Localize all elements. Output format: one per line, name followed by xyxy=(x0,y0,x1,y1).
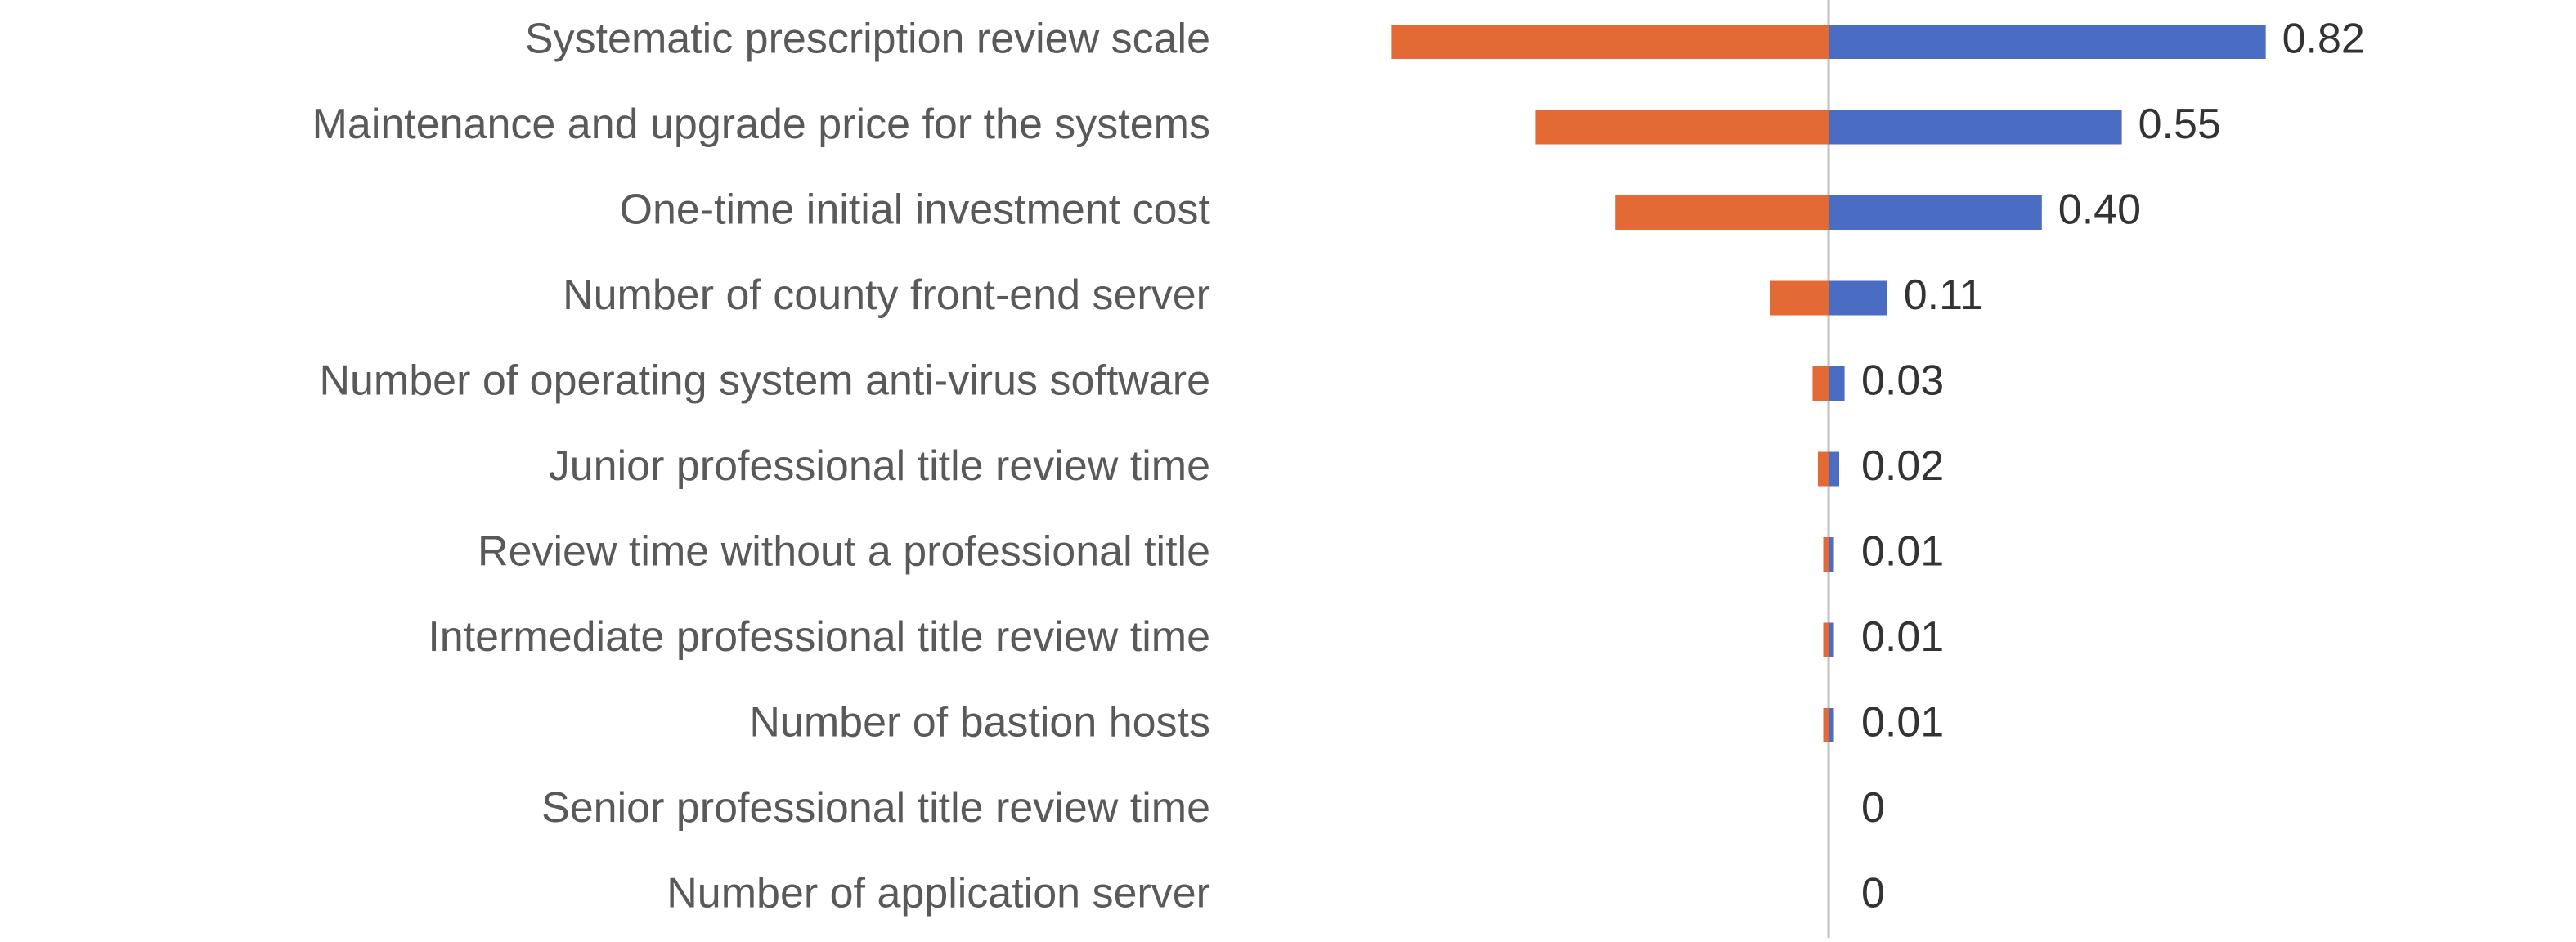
value-label: 0.11 xyxy=(1904,271,1983,319)
bar-negative xyxy=(1812,366,1829,401)
bar-positive xyxy=(1829,25,2266,59)
value-label: 0.02 xyxy=(1861,442,1944,490)
category-label: Number of bastion hosts xyxy=(749,699,1210,747)
bar-positive xyxy=(1829,110,2122,145)
bar-negative xyxy=(1823,708,1829,742)
bars-layer xyxy=(1391,25,2266,742)
bar-negative xyxy=(1391,25,1829,59)
value-label: 0 xyxy=(1861,870,1885,917)
category-label: Intermediate professional title review t… xyxy=(428,613,1210,661)
category-label: Review time without a professional title xyxy=(478,528,1210,576)
bar-negative xyxy=(1817,451,1829,487)
value-label: 0.03 xyxy=(1861,357,1944,405)
category-label: Number of application server xyxy=(666,870,1210,917)
category-label: One-time initial investment cost xyxy=(620,186,1211,234)
bar-negative xyxy=(1615,195,1829,230)
bar-positive xyxy=(1829,622,1834,657)
bar-negative xyxy=(1823,622,1829,657)
value-label: 0.40 xyxy=(2058,186,2141,234)
category-label: Maintenance and upgrade price for the sy… xyxy=(312,101,1210,148)
category-label: Senior professional title review time xyxy=(541,784,1210,832)
category-label: Number of county front-end server xyxy=(563,271,1210,319)
value-label: 0.01 xyxy=(1861,613,1944,661)
category-label: Systematic prescription review scale xyxy=(525,16,1210,63)
category-labels: Systematic prescription review scale Main… xyxy=(312,16,1211,917)
bar-negative xyxy=(1823,537,1829,572)
bar-positive xyxy=(1829,537,1834,572)
bar-negative xyxy=(1535,110,1829,145)
bar-positive xyxy=(1829,366,1845,401)
value-label: 0 xyxy=(1861,784,1885,832)
bar-positive xyxy=(1829,195,2042,230)
bar-positive xyxy=(1829,280,1887,316)
bar-negative xyxy=(1770,280,1829,316)
value-labels: 0.82 0.55 0.40 0.11 0.03 0.02 0.01 0.01 0.01 0 0 xyxy=(1861,16,2365,917)
category-label: Number of operating system anti-virus so… xyxy=(319,357,1210,405)
value-label: 0.82 xyxy=(2282,16,2365,63)
value-label: 0.55 xyxy=(2138,101,2221,148)
bar-positive xyxy=(1829,451,1840,487)
value-label: 0.01 xyxy=(1861,528,1944,576)
bar-positive xyxy=(1829,708,1834,742)
category-label: Junior professional title review time xyxy=(549,442,1210,490)
value-label: 0.01 xyxy=(1861,699,1944,747)
